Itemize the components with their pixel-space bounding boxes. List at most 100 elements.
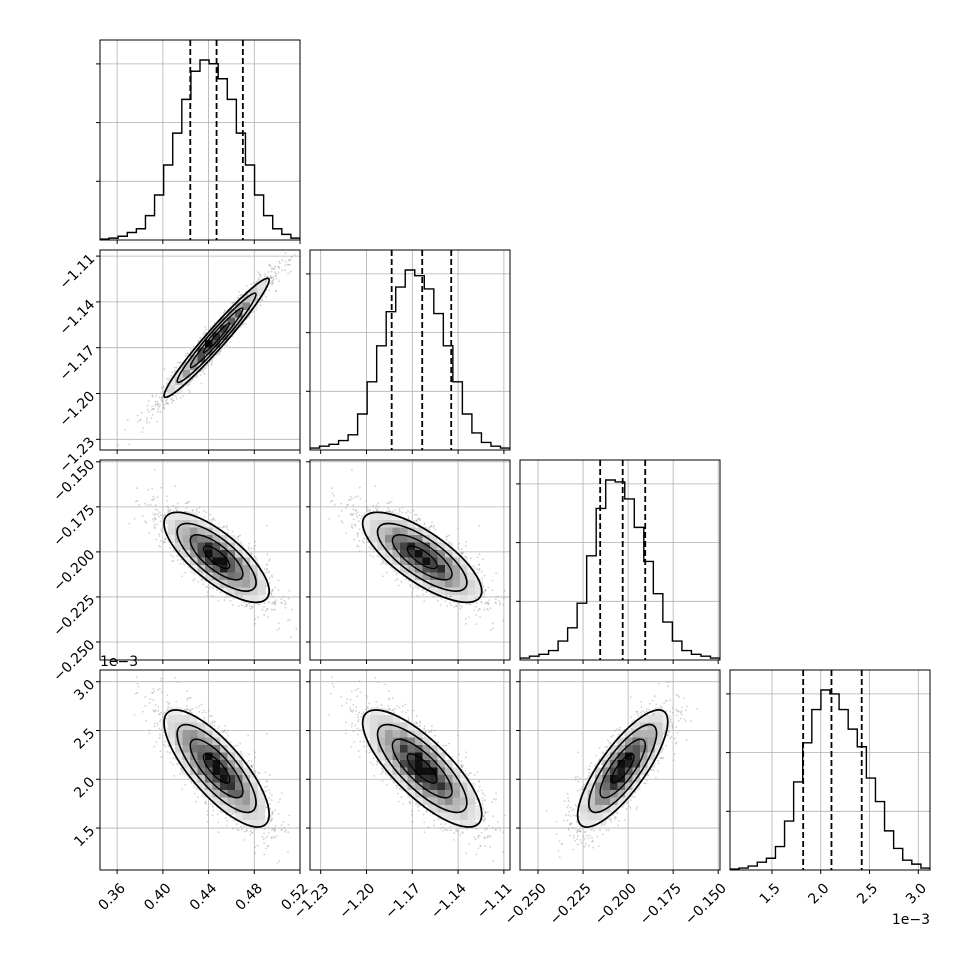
scatter-point — [152, 407, 155, 410]
density-cell — [227, 565, 236, 573]
scatter-point — [224, 310, 226, 312]
scatter-point — [154, 403, 157, 405]
scatter-point — [226, 524, 229, 527]
scatter-point — [280, 601, 283, 604]
scatter-point — [205, 367, 208, 369]
scatter-point — [165, 521, 168, 524]
scatter-point — [133, 517, 136, 520]
scatter-point — [188, 500, 191, 503]
scatter-point — [155, 513, 157, 515]
scatter-point — [274, 271, 276, 274]
density-cell — [257, 572, 266, 581]
scatter-point — [186, 502, 189, 505]
scatter-point — [157, 408, 160, 410]
scatter-point — [265, 279, 268, 282]
scatter-point — [340, 509, 343, 512]
scatter-point — [289, 263, 291, 266]
scatter-point — [276, 629, 279, 631]
scatter-point — [250, 552, 253, 555]
scatter-point — [194, 578, 196, 580]
scatter-point — [205, 585, 208, 588]
scatter-point — [150, 417, 153, 419]
scatter-point — [295, 627, 298, 630]
scatter-point — [167, 507, 170, 509]
density-cell — [250, 587, 258, 596]
density-cell — [167, 535, 176, 543]
scatter-point — [502, 603, 505, 606]
scatter-point — [270, 281, 272, 284]
density-cell — [175, 527, 183, 536]
density-cell — [182, 527, 191, 536]
density-cell — [220, 557, 228, 566]
scatter-point — [258, 301, 261, 303]
scatter-point — [272, 281, 274, 284]
scatter-point — [136, 414, 139, 417]
density-cell — [242, 572, 251, 581]
scatter-point — [272, 601, 275, 604]
scatter-point — [166, 390, 168, 393]
density-cell — [227, 310, 236, 318]
density-cell — [190, 550, 198, 558]
panel-frame-2-0 — [99, 459, 301, 661]
scatter-point — [281, 269, 283, 272]
scatter-point — [270, 574, 273, 577]
scatter-point — [175, 395, 178, 397]
density-cell — [197, 527, 206, 536]
contour-2-0-0 — [202, 545, 231, 570]
scatter-point — [382, 560, 384, 562]
scatter-point — [162, 400, 165, 403]
scatter-point — [238, 290, 241, 293]
scatter-point — [257, 277, 260, 280]
density-cell — [227, 587, 236, 596]
scatter-point — [200, 579, 203, 581]
density-cell — [235, 542, 243, 551]
scatter-point — [290, 270, 292, 273]
scatter-point — [176, 555, 179, 557]
scatter-point — [265, 609, 267, 612]
scatter-point — [197, 580, 200, 583]
scatter-point — [270, 591, 272, 594]
scatter-point — [151, 394, 154, 397]
scatter-point — [274, 601, 276, 604]
density-cell — [257, 580, 266, 588]
scatter-point — [269, 277, 272, 279]
scatter-point — [166, 402, 169, 404]
scatter-point — [290, 636, 292, 639]
scatter-point — [271, 590, 274, 592]
scatter-point — [284, 602, 287, 604]
scatter-point — [290, 608, 293, 611]
scatter-point — [250, 283, 253, 286]
scatter-point — [475, 623, 478, 625]
scatter-point — [179, 563, 182, 565]
scatter-point — [372, 550, 375, 553]
density-cell — [197, 355, 206, 363]
scatter-point — [268, 289, 270, 292]
scatter-point — [240, 293, 243, 296]
scatter-point — [145, 422, 148, 424]
scatter-point — [271, 576, 273, 578]
scatter-point — [415, 514, 418, 516]
scatter-point — [237, 538, 240, 541]
scatter-point — [136, 420, 139, 423]
scatter-point — [203, 509, 205, 512]
density-cell — [257, 280, 266, 288]
scatter-point — [359, 497, 362, 500]
scatter-point — [250, 552, 253, 555]
panel-2-1 — [306, 459, 511, 664]
scatter-point — [161, 387, 164, 390]
scatter-point — [271, 268, 273, 270]
scatter-point — [273, 267, 276, 269]
scatter-point — [161, 526, 164, 529]
scatter-point — [190, 380, 193, 382]
scatter-point — [274, 586, 276, 589]
density-cell — [250, 565, 258, 573]
scatter-point — [165, 495, 168, 497]
scatter-point — [273, 608, 276, 611]
contour-1-0-1 — [189, 307, 244, 369]
scatter-point — [265, 275, 268, 278]
grid-1-1 — [310, 250, 510, 450]
scatter-point — [184, 571, 187, 574]
scatter-point — [170, 398, 172, 400]
scatter-point — [167, 402, 170, 405]
density-cell — [242, 302, 251, 311]
